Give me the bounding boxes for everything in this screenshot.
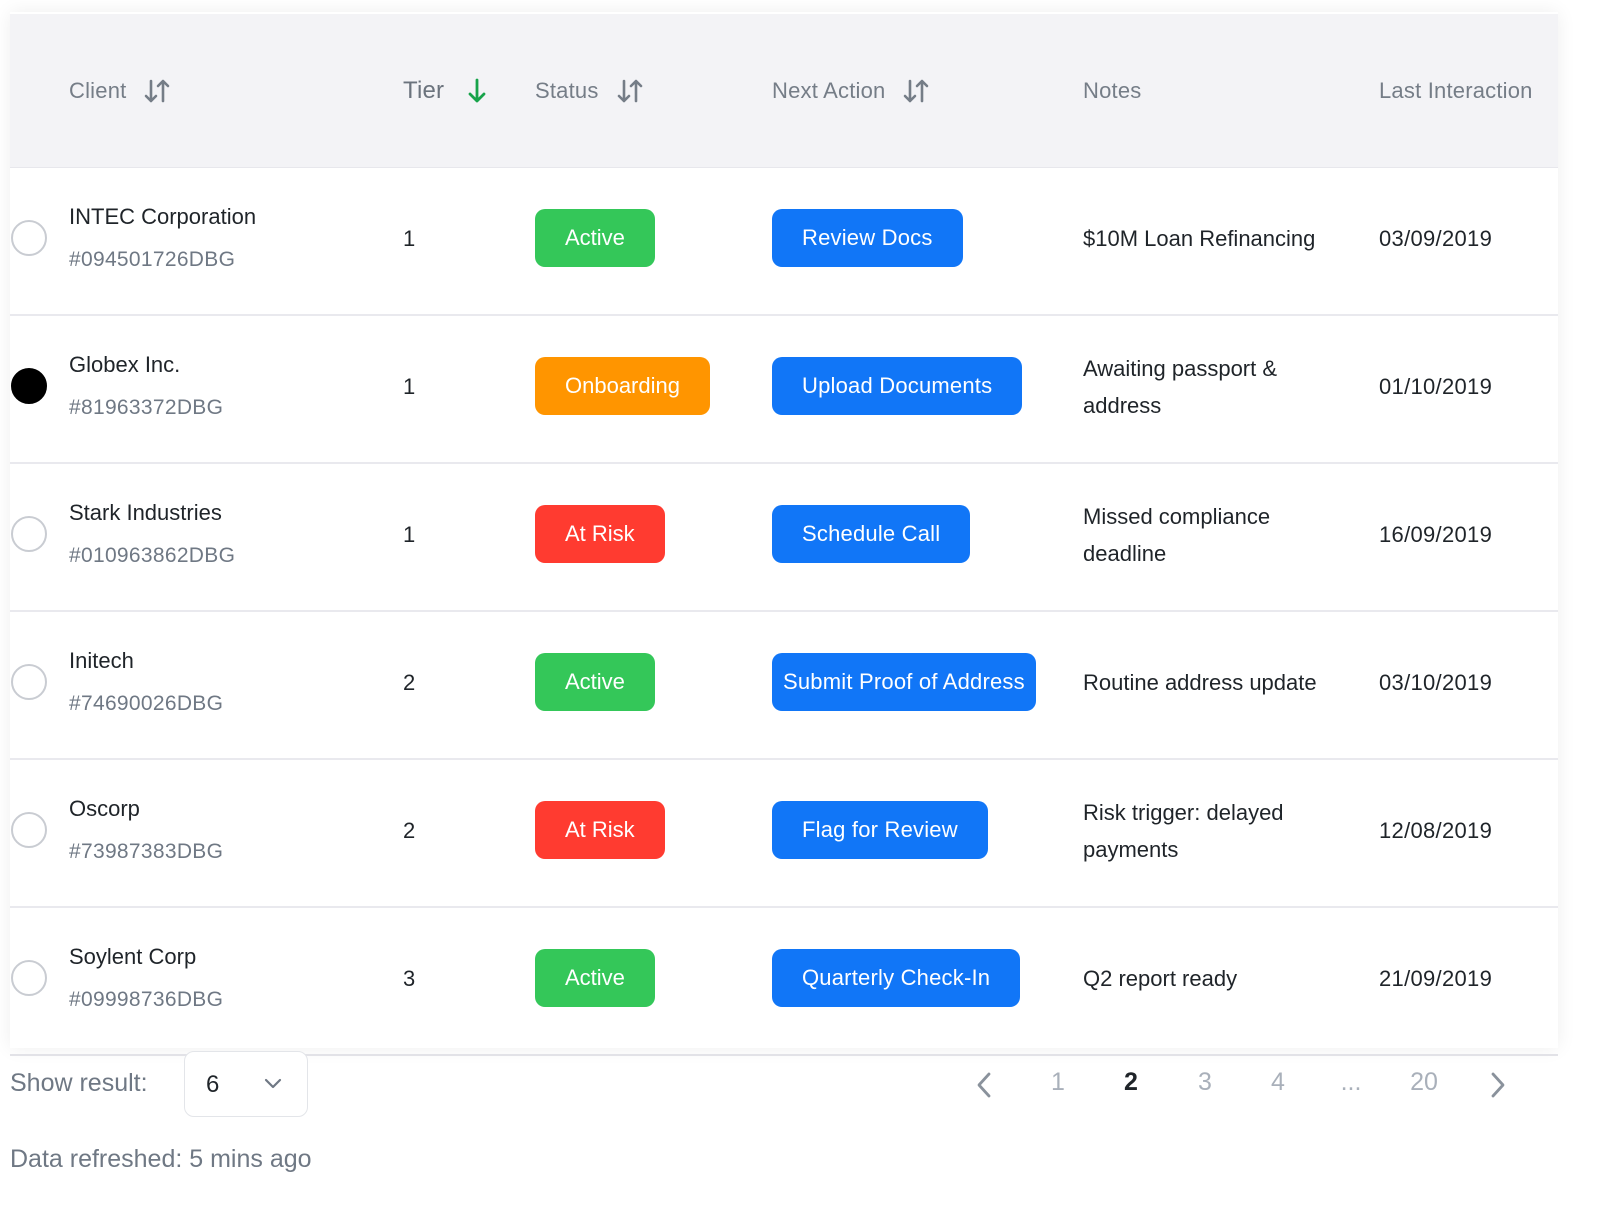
table-row[interactable]: Initech #74690026DBG 2 Active Submit Pro… [10, 612, 1558, 760]
row-select-radio[interactable] [11, 960, 47, 996]
client-id: #09998736DBG [69, 988, 224, 1011]
last-interaction-date: 01/10/2019 [1379, 374, 1493, 399]
tier-value: 1 [403, 226, 416, 251]
table-row[interactable]: INTEC Corporation #094501726DBG 1 Active… [10, 168, 1558, 316]
data-refreshed-status: Data refreshed: 5 mins ago [10, 1145, 312, 1173]
flag-for-review-button[interactable]: Flag for Review [772, 801, 988, 859]
client-name: Stark Industries [69, 500, 222, 525]
arrow-down-icon[interactable] [466, 77, 488, 105]
client-name: Globex Inc. [69, 352, 181, 377]
last-interaction-date: 03/09/2019 [1379, 226, 1493, 251]
last-interaction-date: 21/09/2019 [1379, 966, 1493, 991]
notes-text: Routine address update [1083, 670, 1317, 695]
column-label: Last Interaction [1379, 78, 1533, 103]
page-button-current[interactable]: 2 [1124, 1068, 1138, 1096]
tier-value: 3 [403, 966, 416, 991]
tier-value: 2 [403, 670, 416, 695]
column-header-next-action[interactable]: Next Action [772, 14, 929, 168]
results-per-page-value: 6 [206, 1071, 220, 1098]
table-row[interactable]: Stark Industries #010963862DBG 1 At Risk… [10, 464, 1558, 612]
pagination-ellipsis: ... [1340, 1068, 1362, 1096]
status-badge: At Risk [535, 505, 665, 563]
last-interaction-date: 12/08/2019 [1379, 818, 1493, 843]
table-row[interactable]: Globex Inc. #81963372DBG 1 Onboarding Up… [10, 316, 1558, 464]
review-docs-button[interactable]: Review Docs [772, 209, 963, 267]
notes-text: Q2 report ready [1083, 966, 1238, 991]
client-name: Oscorp [69, 796, 140, 821]
tier-value: 1 [403, 522, 416, 547]
column-label: Notes [1083, 78, 1142, 103]
row-select-radio[interactable] [11, 664, 47, 700]
chevron-left-icon[interactable] [974, 1070, 996, 1105]
sort-arrows-icon[interactable] [617, 77, 643, 105]
client-id: #81963372DBG [69, 396, 224, 419]
client-name: Initech [69, 648, 134, 673]
status-badge: Active [535, 653, 655, 711]
sort-arrows-icon[interactable] [144, 77, 170, 105]
notes-text: Missed compliance deadline [1083, 504, 1271, 566]
client-id: #094501726DBG [69, 248, 236, 271]
column-header-notes: Notes [1083, 14, 1141, 168]
row-select-radio[interactable] [11, 220, 47, 256]
column-header-last-interaction: Last Interaction [1379, 14, 1533, 168]
status-badge: Active [535, 209, 655, 267]
page-button[interactable]: 1 [1051, 1068, 1065, 1096]
column-label: Status [535, 78, 599, 103]
row-select-radio[interactable] [11, 368, 47, 404]
show-result-label: Show result: [10, 1069, 148, 1097]
upload-documents-button[interactable]: Upload Documents [772, 357, 1023, 415]
status-badge: At Risk [535, 801, 665, 859]
notes-text: $10M Loan Refinancing [1083, 226, 1316, 251]
column-header-status[interactable]: Status [535, 14, 643, 168]
page-button[interactable]: 20 [1410, 1068, 1438, 1096]
tier-value: 2 [403, 818, 416, 843]
results-per-page-select[interactable]: 6 [184, 1051, 308, 1117]
row-select-radio[interactable] [11, 812, 47, 848]
quarterly-check-in-button[interactable]: Quarterly Check-In [772, 949, 1021, 1007]
row-select-radio[interactable] [11, 516, 47, 552]
column-header-client[interactable]: Client [69, 14, 170, 168]
table-row[interactable]: Soylent Corp #09998736DBG 3 Active Quart… [10, 908, 1558, 1056]
last-interaction-date: 16/09/2019 [1379, 522, 1493, 547]
table-row[interactable]: Oscorp #73987383DBG 2 At Risk Flag for R… [10, 760, 1558, 908]
last-interaction-date: 03/10/2019 [1379, 670, 1493, 695]
column-label: Client [69, 78, 127, 103]
column-label: Next Action [772, 78, 886, 103]
client-id: #010963862DBG [69, 544, 236, 567]
page-button[interactable]: 3 [1198, 1068, 1212, 1096]
client-table: Client Tier Status Next Action [10, 12, 1558, 1056]
status-badge: Onboarding [535, 357, 710, 415]
submit-proof-of-address-button[interactable]: Submit Proof of Address [772, 653, 1036, 711]
schedule-call-button[interactable]: Schedule Call [772, 505, 971, 563]
chevron-down-icon [263, 1076, 283, 1095]
notes-text: Awaiting passport & address [1083, 356, 1278, 418]
notes-text: Risk trigger: delayed payments [1083, 800, 1284, 862]
status-badge: Active [535, 949, 655, 1007]
column-label: Tier [403, 77, 445, 104]
client-name: Soylent Corp [69, 944, 197, 969]
client-name: INTEC Corporation [69, 204, 257, 229]
table-header: Client Tier Status Next Action [10, 14, 1558, 168]
chevron-right-icon[interactable] [1486, 1070, 1508, 1105]
client-id: #74690026DBG [69, 692, 224, 715]
page-button[interactable]: 4 [1271, 1068, 1285, 1096]
column-header-tier[interactable]: Tier [403, 14, 488, 168]
sort-arrows-icon[interactable] [903, 77, 929, 105]
client-id: #73987383DBG [69, 840, 224, 863]
tier-value: 1 [403, 374, 416, 399]
